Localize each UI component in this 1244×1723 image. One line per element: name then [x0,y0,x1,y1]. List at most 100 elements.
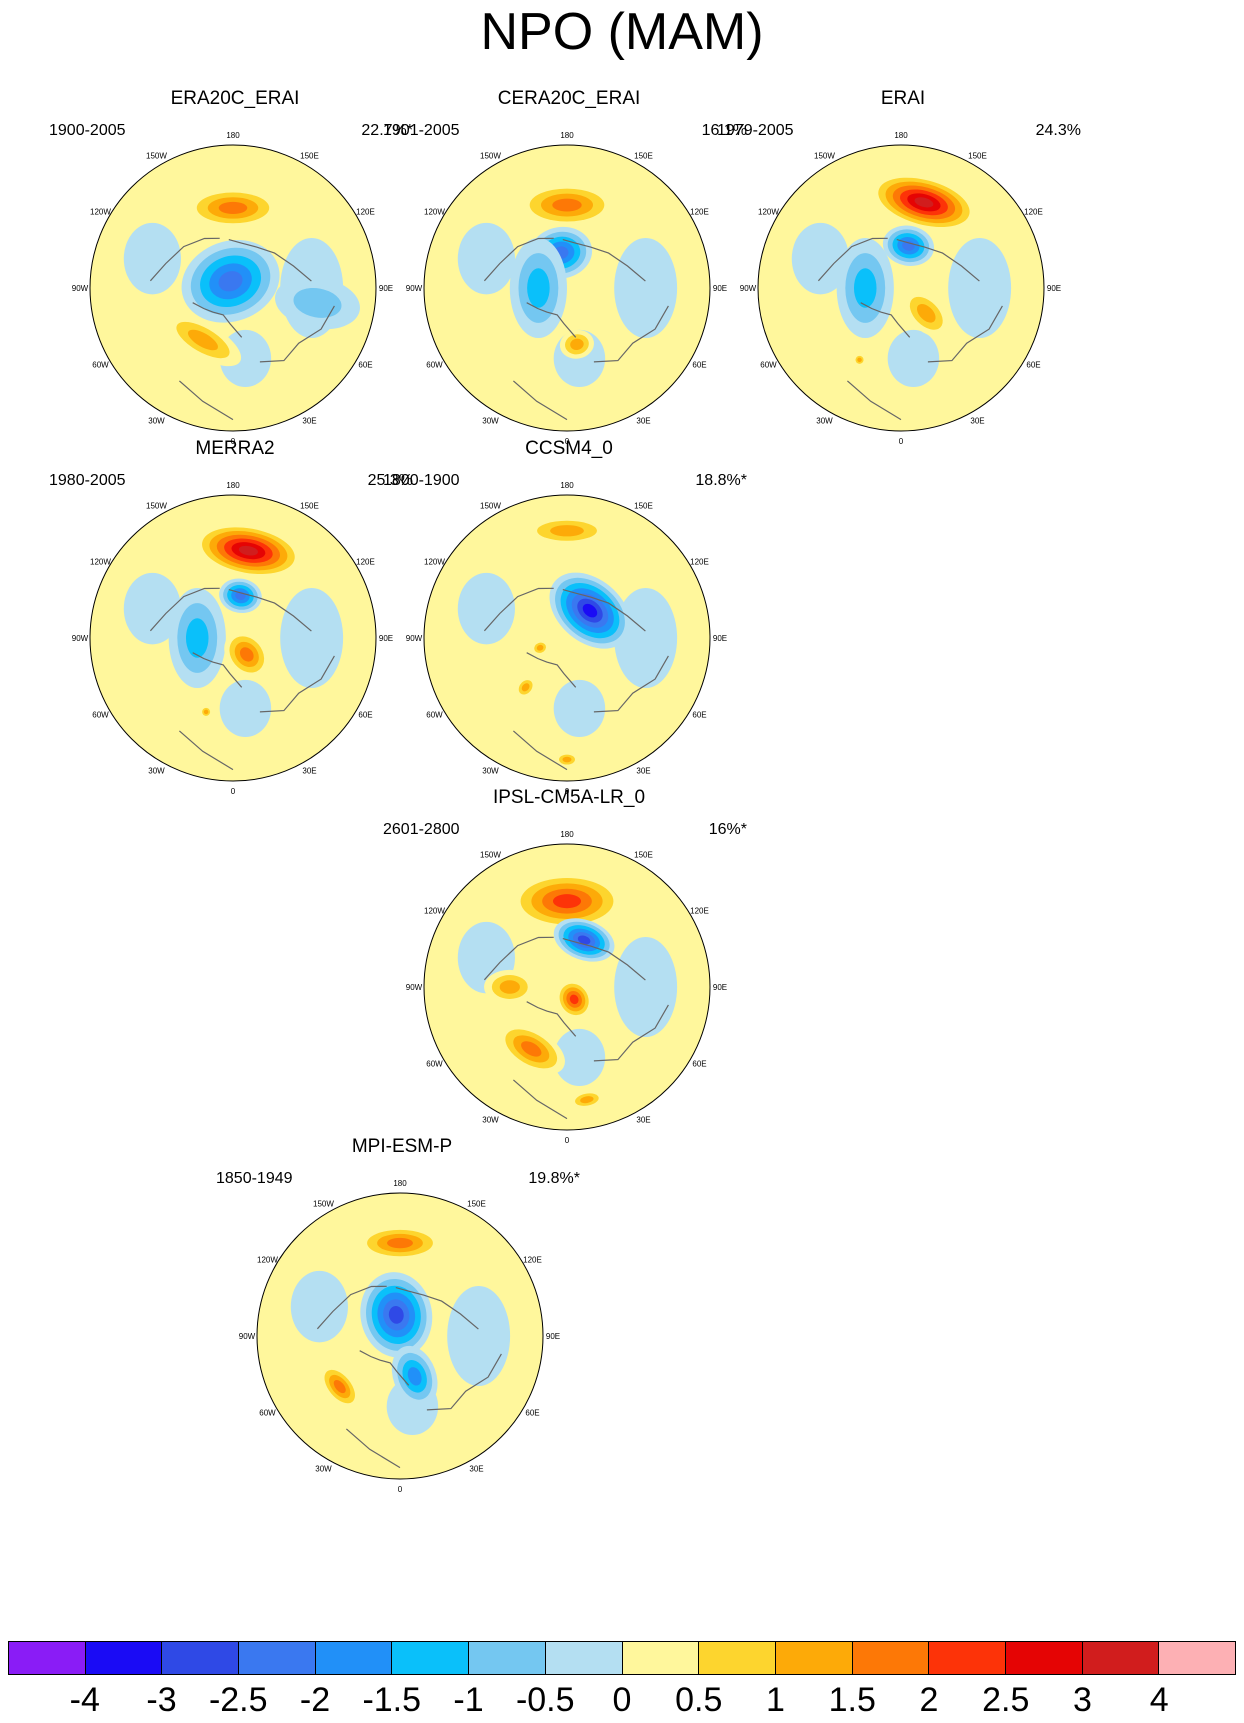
longitude-label: 180 [226,132,240,140]
longitude-label: 150E [467,1199,486,1208]
anomaly-contour [218,201,248,214]
colorbar-tick-label: -0.5 [515,1681,575,1719]
coastline [228,589,312,632]
coastline [346,1428,401,1469]
longitude-label: 90W [740,284,757,293]
colorbar-tick-label: 0.5 [675,1681,723,1719]
colorbar-swatch [85,1642,163,1674]
coastline [847,380,902,421]
coastline [259,305,335,363]
map-border [757,144,1045,432]
panel-years: 1901-2005 [383,122,460,139]
anomaly-contour [536,644,544,651]
longitude-label: 150W [480,501,501,510]
map-panel-mpi: MPI-ESM-P 1850-1949 19.8%* 180 150E 120E 90… [212,1136,592,1496]
longitude-label: 60E [1026,361,1040,370]
coastline [593,655,669,713]
longitude-label: 150W [480,151,501,160]
panel-percent: 16%* [708,821,747,838]
panel-title: MERRA2 [195,438,275,459]
anomaly-contour [293,287,342,318]
longitude-label: 90W [406,284,423,293]
longitude-label: 90W [72,284,89,293]
map-panel-ccsm4: CCSM4_0 1800-1900 18.8%* 180 150E 120E 90E 6… [379,438,759,798]
longitude-label: 120W [424,207,445,216]
anomaly-contour [550,525,584,537]
colorbar-tick-label: 4 [1149,1681,1169,1719]
panel-title: CERA20C_ERAI [497,88,641,109]
anomaly-contour [521,1041,542,1057]
longitude-label: 120W [257,1255,278,1264]
colorbar-swatch [1005,1642,1083,1674]
longitude-label: 120E [690,906,709,915]
colorbar-swatch [9,1642,86,1674]
colorbar-tick-label: -1.5 [362,1681,422,1719]
colorbar-swatch [239,1642,316,1674]
longitude-label: 60W [760,361,777,370]
coastline [860,302,911,338]
longitude-label: 150W [146,501,167,510]
coastline [395,1287,479,1330]
coastline [228,239,312,282]
anomaly-contour [552,198,582,212]
anomaly-band [614,936,678,1038]
coastline [562,239,646,282]
colorbar-tick-label: -4 [69,1681,100,1719]
colorbar-tick-label: -2.5 [208,1681,268,1719]
polar-map: 180 150E 120E 90E 60E 30E 0 30W 60W 90W 120W 150W [239,1180,560,1494]
coastline [149,237,220,282]
coastline [192,652,243,688]
anomaly-contour [238,545,258,556]
coastline [593,1004,669,1062]
longitude-label: 30W [816,417,833,426]
colorbar-tick-label: 2.5 [982,1681,1030,1719]
longitude-label: 120W [424,557,445,566]
longitude-label: 90E [713,983,727,992]
coastline [179,380,234,421]
coastline [149,587,220,632]
longitude-label: 150E [300,501,319,510]
colorbar-swatch [392,1642,470,1674]
map-border [423,843,711,1131]
coastline [513,1079,568,1120]
longitude-label: 150W [814,151,835,160]
longitude-label: 60E [692,1060,706,1069]
coastline [192,302,243,338]
longitude-label: 180 [393,1180,407,1188]
anomaly-contour [914,197,934,208]
longitude-label: 120E [523,1255,542,1264]
longitude-label: 120E [690,207,709,216]
longitude-label: 60E [692,361,706,370]
anomaly-band [123,222,181,295]
colorbar-swatch [1082,1642,1160,1674]
longitude-label: 90W [72,634,89,643]
longitude-label: 150W [146,151,167,160]
anomaly-band [280,587,344,689]
longitude-label: 120E [356,207,375,216]
colorbar [8,1641,1236,1675]
longitude-label: 0 [398,1485,403,1494]
longitude-label: 30E [302,767,316,776]
panel-years: 1980-2005 [49,472,126,489]
colorbar-swatch [469,1642,546,1674]
longitude-label: 60W [259,1409,276,1418]
anomaly-contour [185,618,209,658]
coastline [513,380,568,421]
anomaly-contour [570,338,584,351]
longitude-label: 180 [560,482,574,490]
longitude-label: 60W [92,361,109,370]
coastline [359,1350,410,1386]
colorbar-swatch [162,1642,240,1674]
colorbar-tick-label: 1 [766,1681,785,1719]
anomaly-contour [387,1237,413,1249]
anomaly-contour [562,756,572,763]
panel-percent: 25.3% [367,472,413,489]
polar-map: 180 150E 120E 90E 60E 30E 0 30W 60W 90W 120W 150W [406,132,727,446]
colorbar-swatch [622,1642,700,1674]
longitude-label: 0 [565,787,570,796]
panel-years: 2601-2800 [383,821,460,838]
anomaly-contour [582,603,598,618]
map-panel-ipsl: IPSL-CM5A-LR_0 2601-2800 16%* 180 150E 120… [379,787,759,1147]
coastline [526,652,577,688]
anomaly-contour [499,980,520,994]
